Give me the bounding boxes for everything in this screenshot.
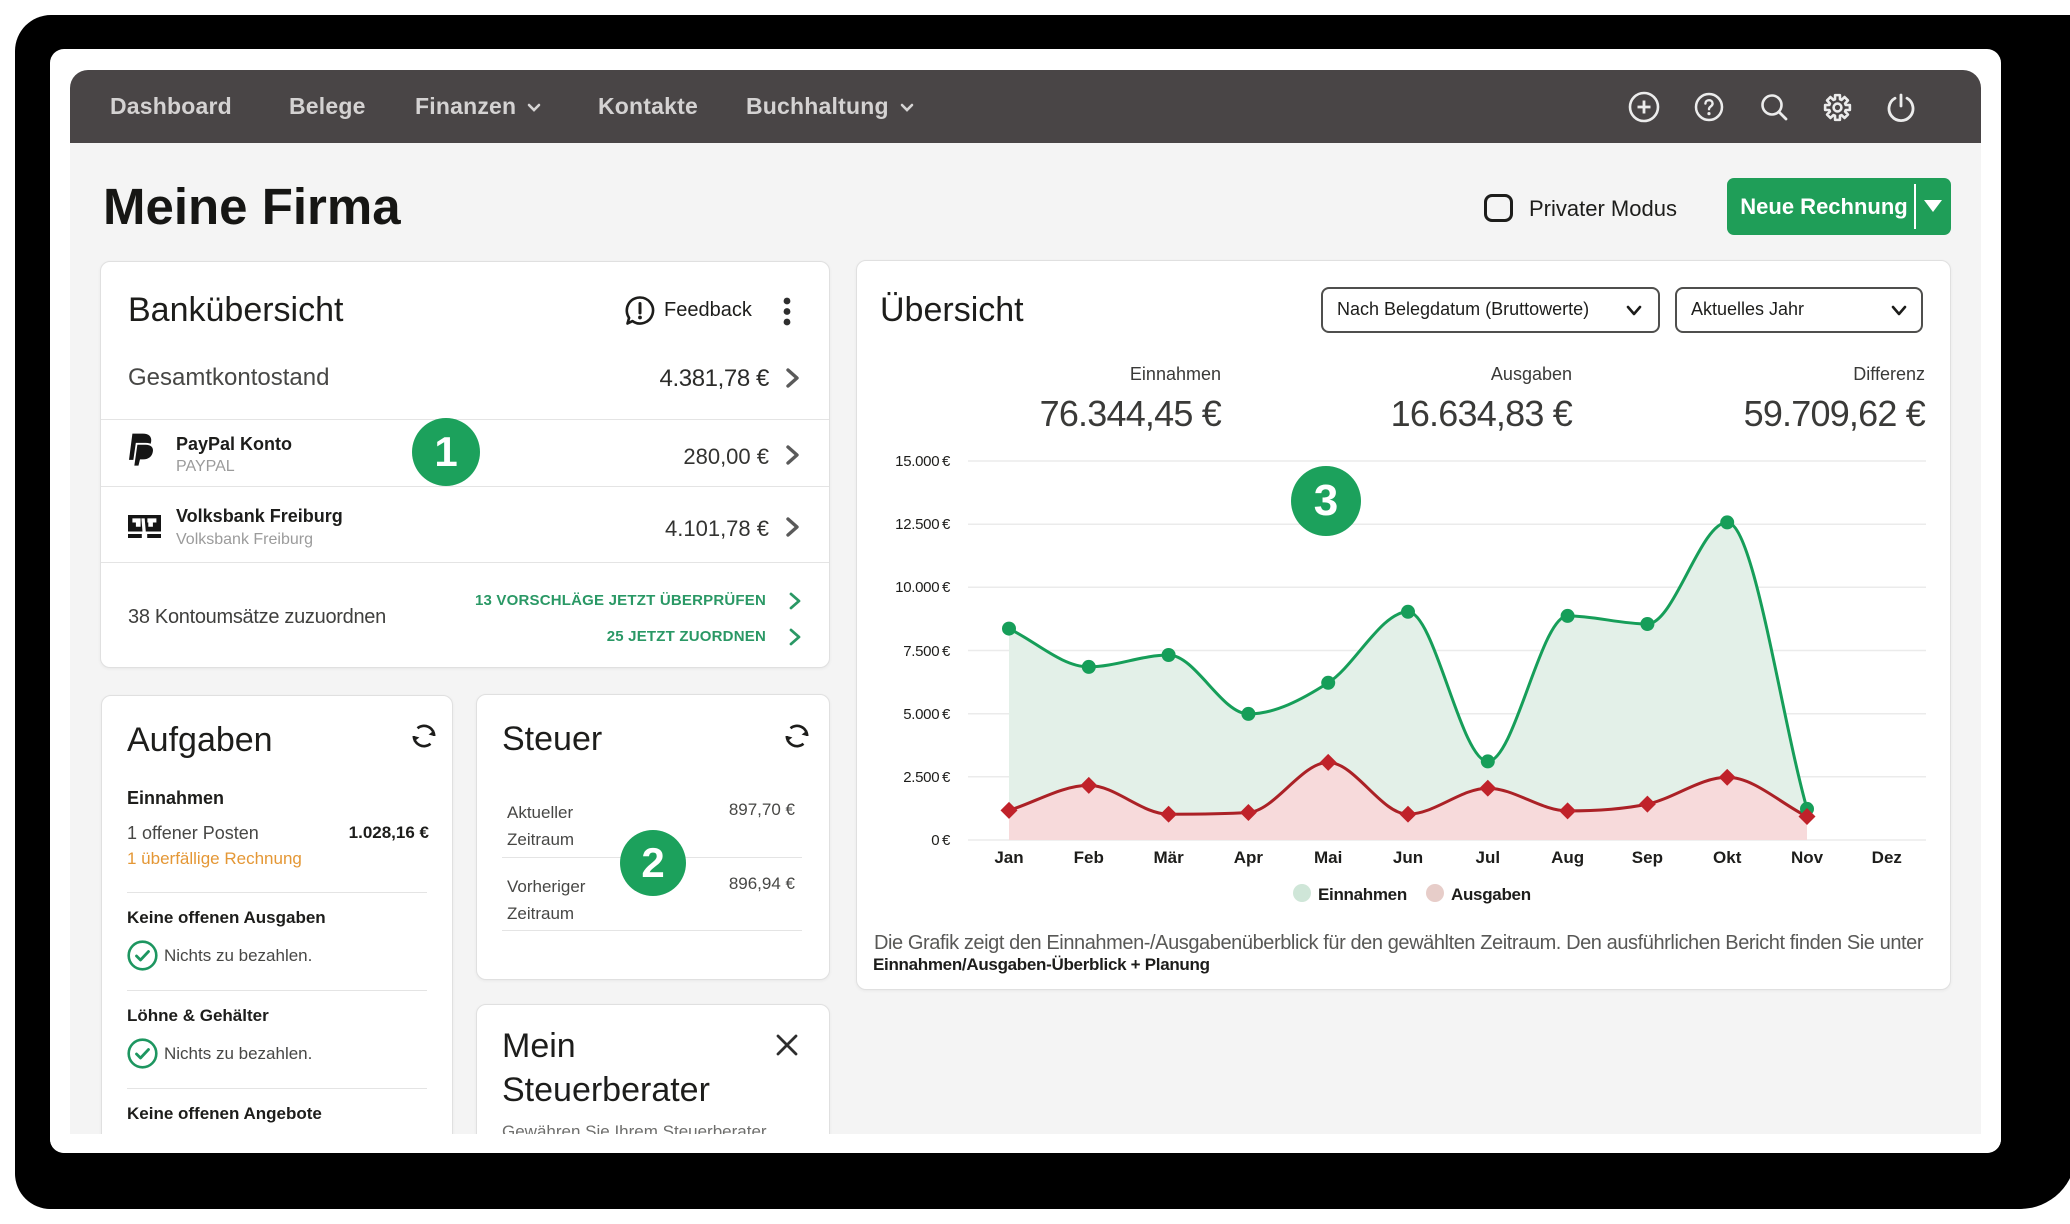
svg-text:Einnahmen: Einnahmen (1318, 885, 1407, 904)
svg-text:2.500 €: 2.500 € (903, 769, 951, 786)
svg-text:Ausgaben: Ausgaben (1451, 885, 1531, 904)
svg-text:5.000 €: 5.000 € (903, 706, 951, 723)
svg-text:Dez: Dez (1872, 848, 1902, 867)
svg-text:Apr: Apr (1234, 848, 1264, 867)
svg-text:Okt: Okt (1713, 848, 1742, 867)
svg-text:Jan: Jan (994, 848, 1023, 867)
svg-text:12.500 €: 12.500 € (895, 516, 951, 533)
svg-text:Aug: Aug (1551, 848, 1584, 867)
svg-text:Mai: Mai (1314, 848, 1342, 867)
svg-text:Sep: Sep (1632, 848, 1663, 867)
svg-text:Feb: Feb (1074, 848, 1104, 867)
svg-text:15.000 €: 15.000 € (895, 453, 951, 470)
svg-text:Mär: Mär (1153, 848, 1184, 867)
svg-text:0 €: 0 € (931, 832, 951, 849)
svg-text:7.500 €: 7.500 € (903, 643, 951, 660)
svg-text:10.000 €: 10.000 € (895, 579, 951, 596)
svg-text:Jul: Jul (1476, 848, 1501, 867)
svg-text:Nov: Nov (1791, 848, 1824, 867)
svg-text:Jun: Jun (1393, 848, 1423, 867)
